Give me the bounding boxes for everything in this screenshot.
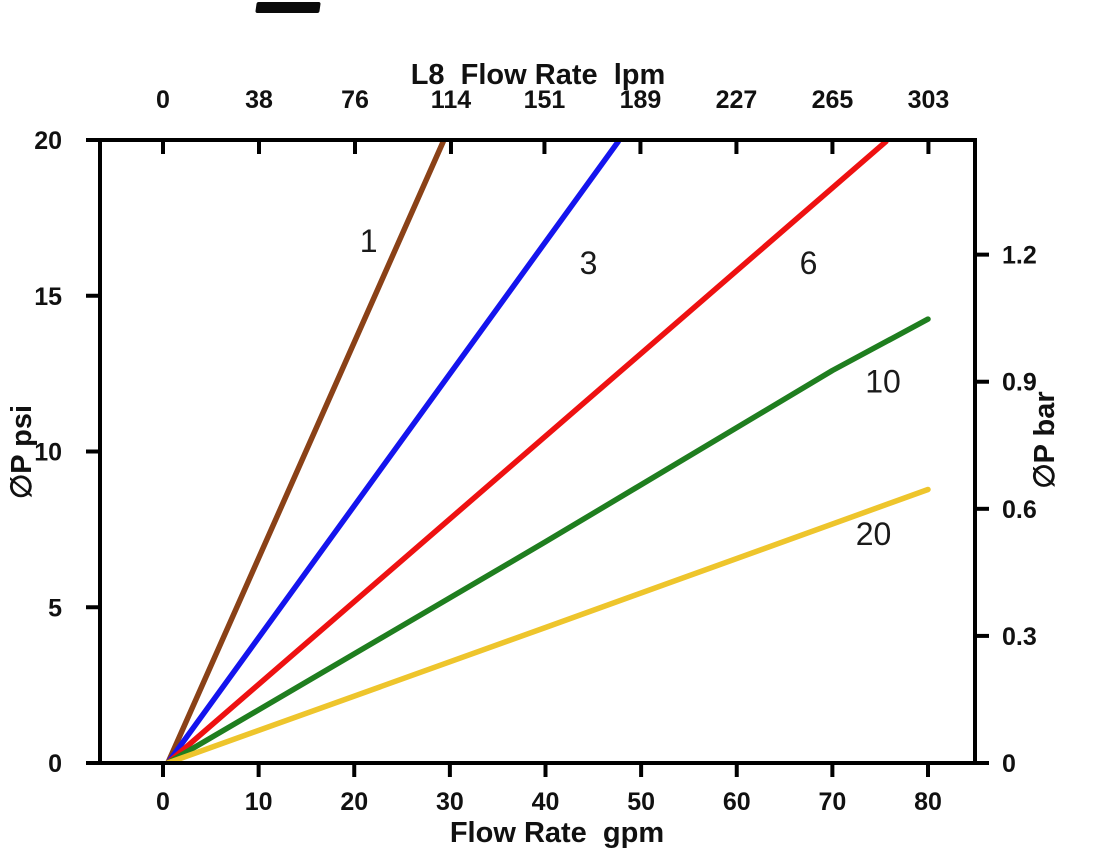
top-tick-label-151: 151 [524, 86, 566, 114]
bottom-tick-label-60: 60 [723, 788, 751, 816]
series-line-20 [165, 486, 931, 763]
series-label-1: 1 [360, 223, 378, 259]
series-group [165, 140, 931, 763]
top-tick-label-303: 303 [908, 86, 950, 114]
top-tick-label-265: 265 [812, 86, 854, 114]
top-tick-label-38: 38 [245, 86, 273, 114]
series-label-10: 10 [865, 363, 901, 399]
top-tick-label-189: 189 [620, 86, 662, 114]
top-tick-label-114: 114 [431, 86, 471, 114]
bottom-tick-label-30: 30 [436, 788, 464, 816]
top-axis-title: L8 Flow Rate lpm [411, 59, 666, 91]
bottom-tick-label-10: 10 [245, 788, 273, 816]
left-axis-title: ∅P psi [6, 405, 38, 499]
left-tick-label-5: 5 [48, 594, 62, 622]
bottom-axis-title: Flow Rate gpm [450, 817, 664, 849]
right-axis-title: ∅P bar [1029, 391, 1061, 488]
bottom-tick-label-80: 80 [914, 788, 942, 816]
top-tick-label-0: 0 [156, 86, 170, 114]
right-tick-label-0.9: 0.9 [1002, 369, 1037, 397]
series-label-3: 3 [580, 245, 598, 281]
bottom-tick-label-0: 0 [156, 788, 170, 816]
left-tick-label-10: 10 [34, 439, 62, 467]
series-line-10 [165, 316, 931, 763]
right-tick-label-0.6: 0.6 [1002, 496, 1037, 524]
left-tick-label-20: 20 [34, 127, 62, 155]
series-line-1 [165, 140, 446, 763]
left-tick-label-0: 0 [48, 750, 62, 778]
top-tick-label-227: 227 [716, 86, 758, 114]
bottom-tick-label-20: 20 [340, 788, 368, 816]
bottom-tick-label-70: 70 [818, 788, 846, 816]
series-label-6: 6 [800, 245, 818, 281]
plot-frame [98, 138, 977, 765]
bottom-tick-label-40: 40 [532, 788, 560, 816]
artifact-top-smudge [255, 2, 321, 13]
series-line-3 [165, 140, 621, 763]
bottom-tick-label-50: 50 [627, 788, 655, 816]
right-tick-label-1.2: 1.2 [1002, 242, 1037, 270]
series-line-6 [165, 140, 889, 763]
right-tick-label-0: 0 [1002, 750, 1016, 778]
series-label-20: 20 [856, 516, 892, 552]
right-tick-label-0.3: 0.3 [1002, 623, 1037, 651]
left-tick-label-15: 15 [34, 283, 62, 311]
top-tick-label-76: 76 [341, 86, 369, 114]
